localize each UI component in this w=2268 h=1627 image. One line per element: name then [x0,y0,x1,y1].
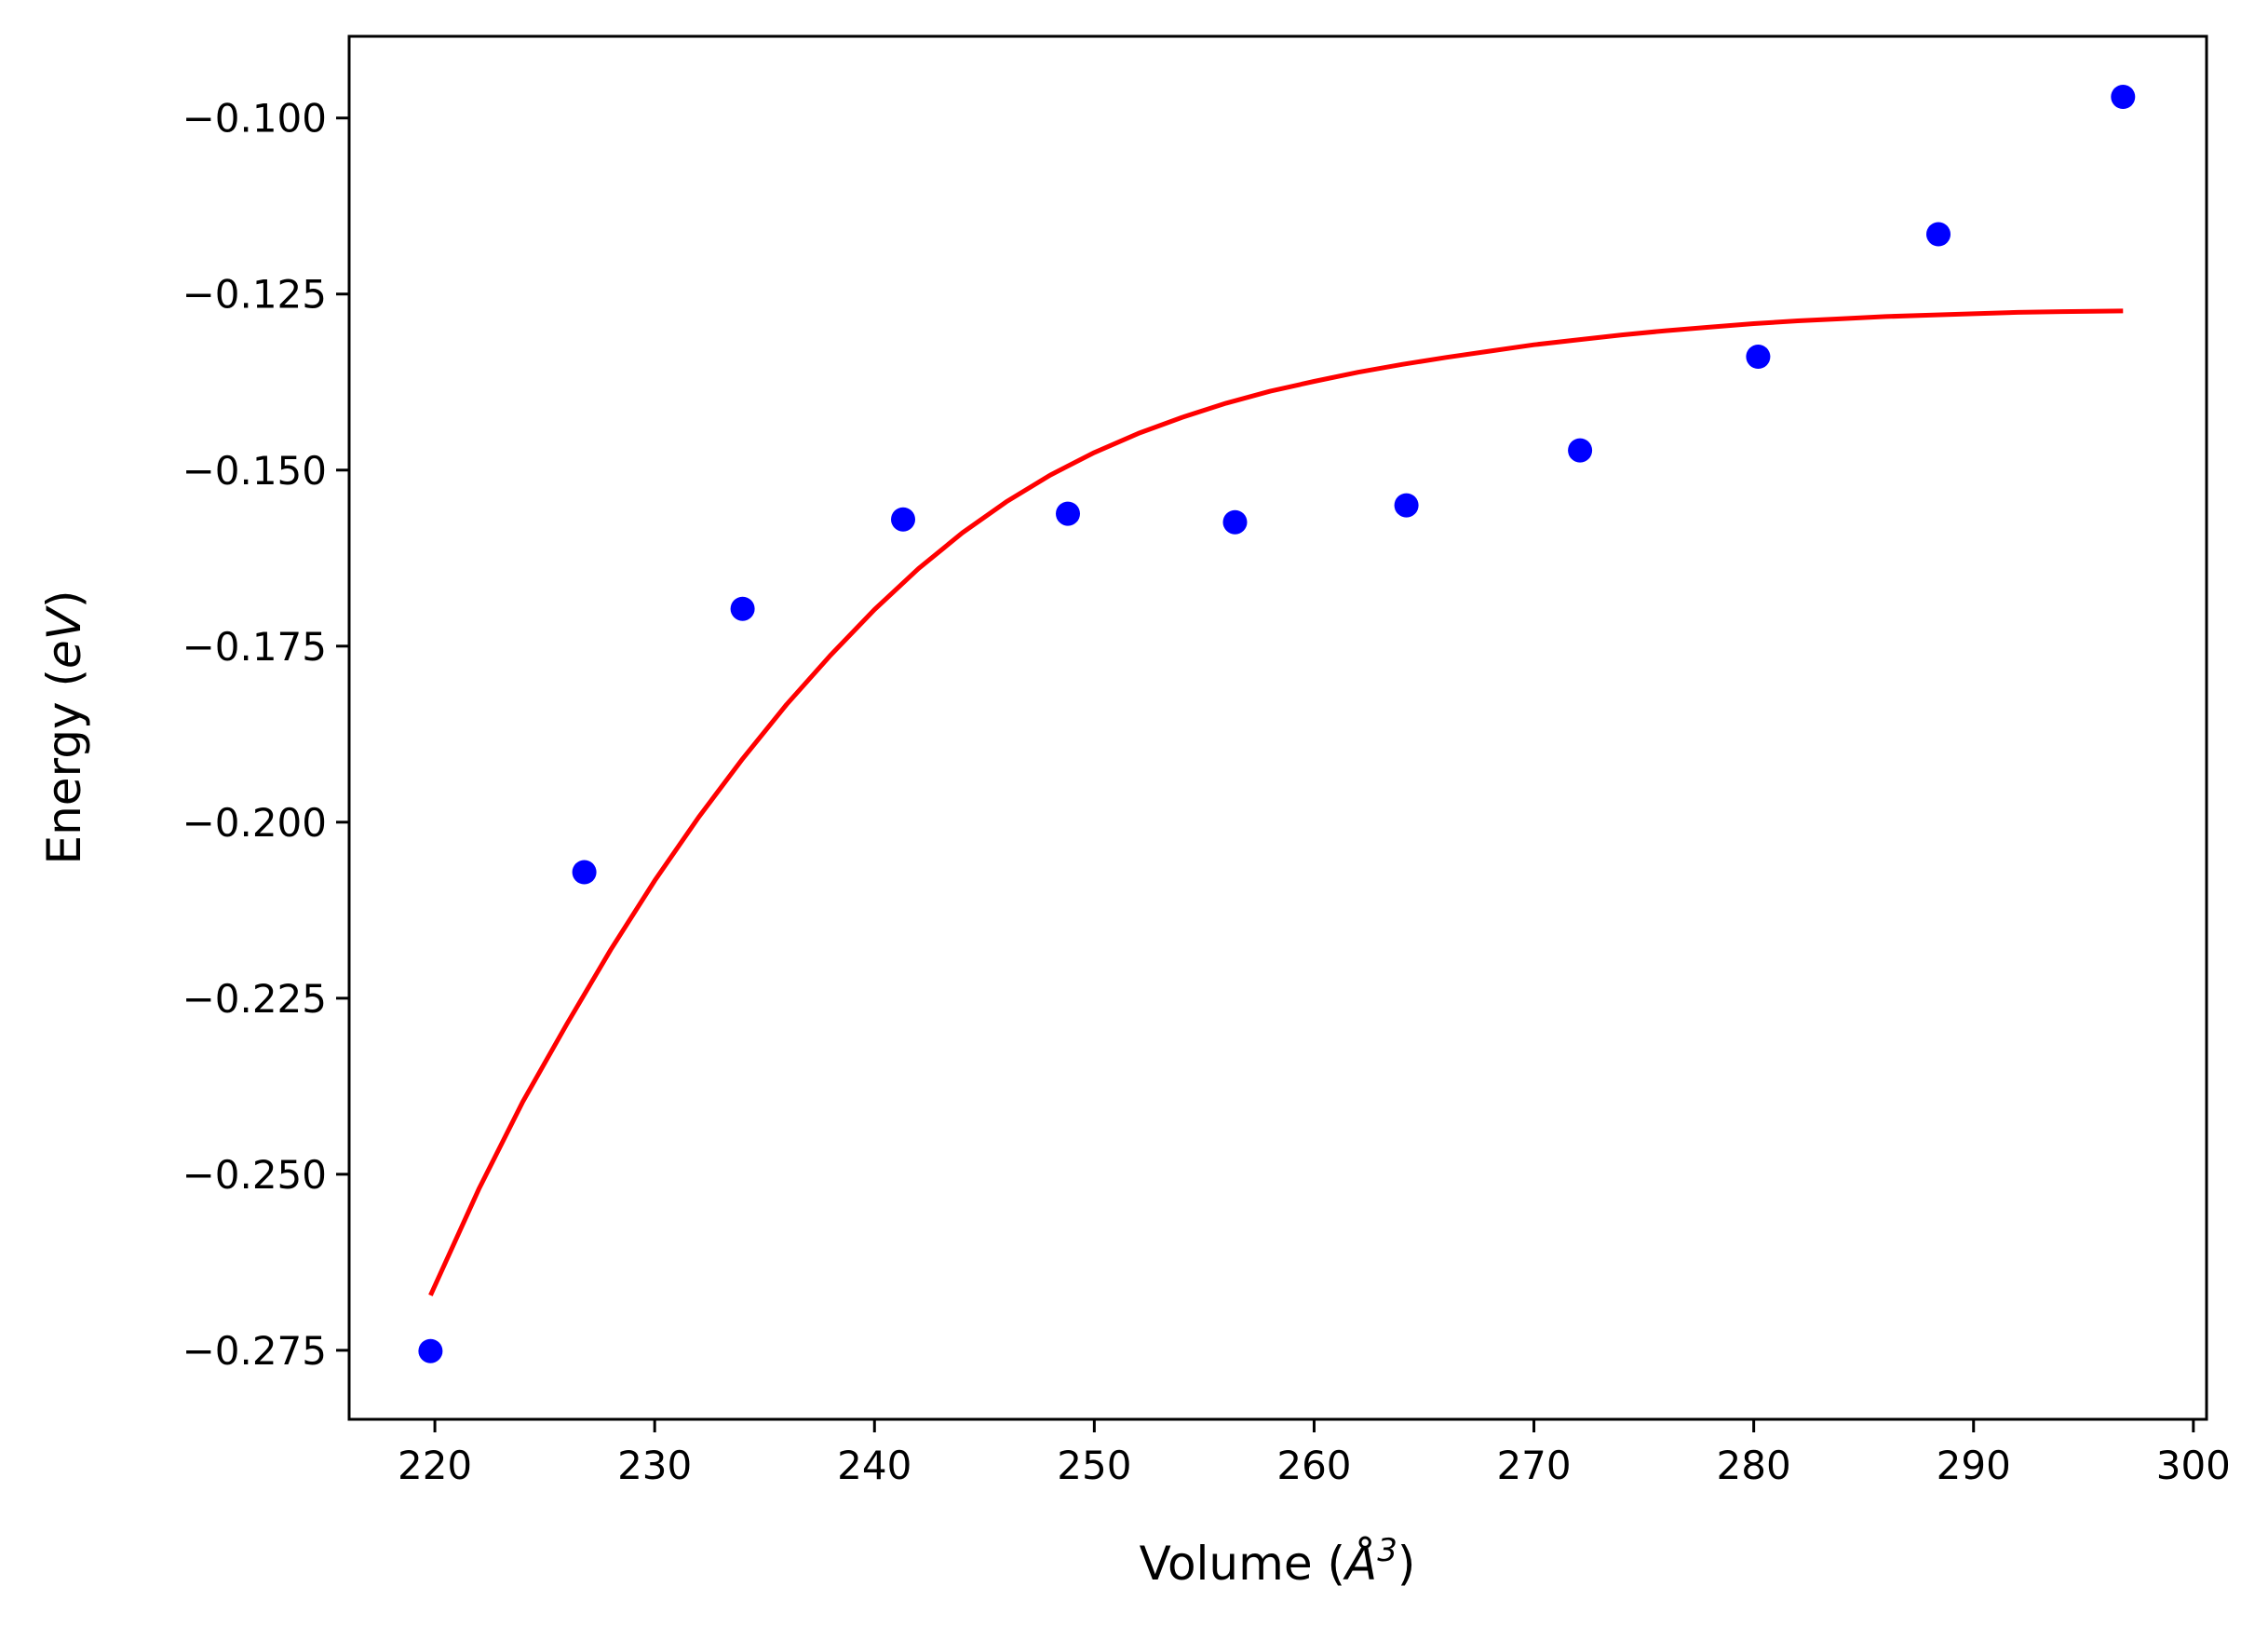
x-tick-label: 230 [617,1443,692,1488]
y-tick-label: −0.200 [182,800,327,846]
y-tick-label: −0.250 [182,1152,327,1198]
x-tick-label: 260 [1276,1443,1351,1488]
data-point [572,860,597,885]
data-point [418,1338,443,1363]
fit-curve [428,308,2124,1296]
data-point [1056,501,1080,526]
data-point [1926,222,1951,247]
data-point [1394,493,1419,518]
plot-frame [347,34,2208,1421]
data-point [1746,345,1771,369]
data-point [730,596,755,621]
y-axis: −0.275 −0.250 −0.225 −0.200 −0.175 −0.150 −0.1… [182,96,349,1374]
y-tick-label: −0.100 [182,96,327,142]
plot-area [349,36,2207,1419]
x-tick-label: 220 [398,1443,472,1488]
x-tick-label: 300 [2156,1443,2231,1488]
x-tick-label: 270 [1496,1443,1571,1488]
x-axis: 220 230 240 250 260 270 280 290 300 [398,1419,2231,1488]
y-tick-label: −0.125 [182,272,327,318]
y-tick-label: −0.150 [182,448,327,494]
data-points-layer [418,85,2136,1363]
y-tick-label: −0.275 [182,1328,327,1374]
data-point [1568,438,1593,463]
data-point [891,507,915,532]
data-point [1222,509,1248,535]
data-point [2111,85,2136,109]
x-tick-label: 250 [1057,1443,1131,1488]
x-tick-label: 290 [1937,1443,2011,1488]
y-tick-label: −0.175 [182,624,327,670]
x-tick-label: 240 [837,1443,911,1488]
x-tick-label: 280 [1717,1443,1791,1488]
y-axis-label: Energy (eV) [37,590,91,865]
fit-curve-layer [428,308,2124,1296]
y-tick-label: −0.225 [182,976,327,1022]
x-axis-label: Volume (Å3) [1140,1532,1416,1591]
